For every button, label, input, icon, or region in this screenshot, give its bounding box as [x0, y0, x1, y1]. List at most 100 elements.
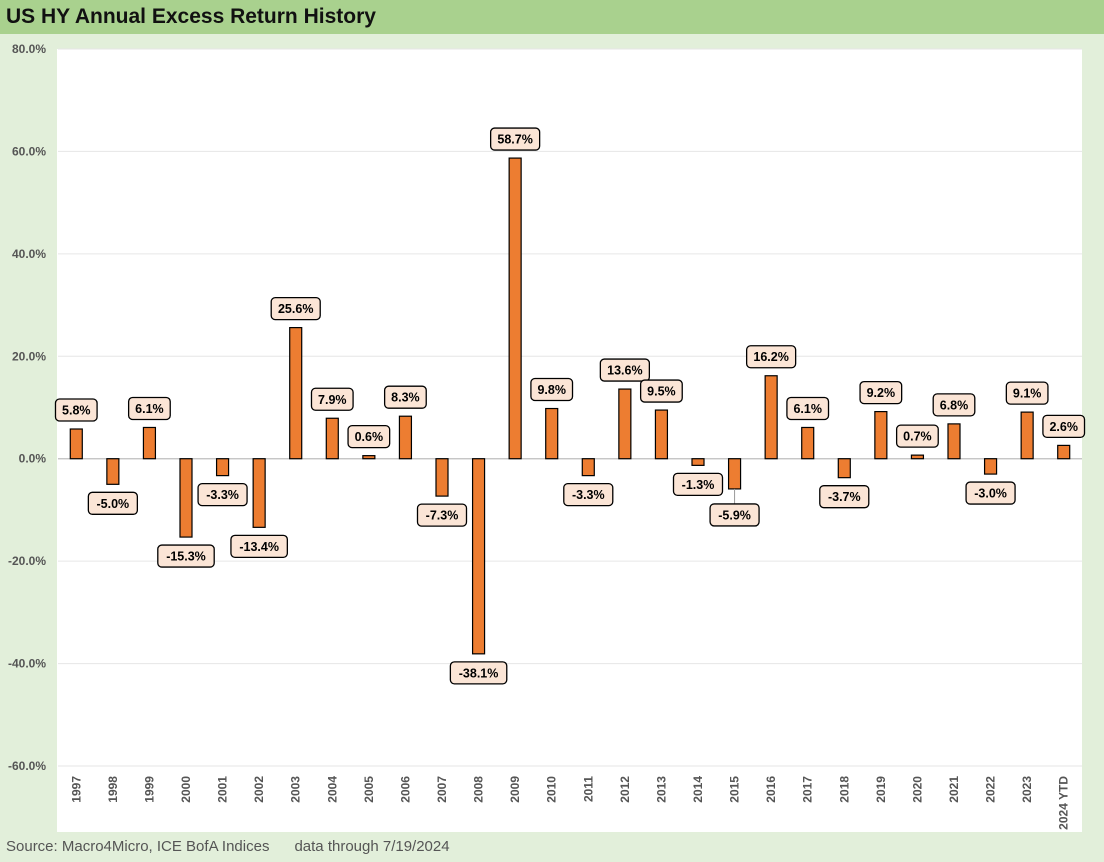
x-tick-label: 2000	[179, 776, 193, 803]
y-tick-label: -40.0%	[8, 657, 46, 671]
data-label: 9.8%	[537, 383, 566, 397]
bar	[545, 407, 559, 460]
y-tick-label: -20.0%	[8, 554, 46, 568]
x-tick-label: 2012	[618, 776, 632, 803]
y-tick-label: 0.0%	[19, 452, 47, 466]
bar	[1057, 444, 1071, 460]
data-label-box	[197, 482, 248, 507]
y-axis: -60.0% -40.0% -20.0% 0.0% 20.0% 40.0% 60.0% 80.…	[8, 42, 46, 773]
data-label-box	[1005, 381, 1049, 405]
bar	[691, 458, 705, 466]
bar	[1020, 411, 1034, 460]
data-label-box	[745, 345, 797, 369]
data-label-box	[859, 380, 903, 405]
data-label: 8.3%	[391, 391, 420, 405]
bar	[983, 458, 998, 475]
data-label-box	[416, 503, 468, 527]
x-tick-label: 2007	[435, 776, 449, 803]
bar	[106, 458, 120, 485]
x-tick-label: 2008	[472, 776, 486, 803]
x-tick-label: 2023	[1020, 776, 1034, 803]
data-label: 5.8%	[62, 404, 91, 418]
data-label-box	[489, 127, 541, 151]
bar	[215, 458, 230, 477]
chart-title: US HY Annual Excess Return History	[6, 5, 376, 28]
x-tick-label: 2011	[581, 776, 595, 802]
x-tick-label: 1998	[106, 776, 120, 803]
x-tick-label: 1999	[142, 776, 156, 803]
y-tick-label: 60.0%	[12, 144, 46, 158]
bar	[801, 426, 815, 460]
data-label-box	[599, 358, 651, 382]
bar	[142, 426, 157, 460]
bar	[581, 458, 595, 477]
source-text: Source: Macro4Micro, ICE BofA Indices	[6, 838, 270, 855]
data-label-box	[383, 385, 427, 409]
data-label: 58.7%	[497, 133, 532, 147]
data-labels: 5.8% -5.0% 6.1% -15.3% -3.3% -13.4% 25.6% 7.9% 0…	[54, 127, 1086, 685]
data-label: 2.6%	[1049, 420, 1078, 434]
bar	[764, 375, 778, 460]
title-bar: US HY Annual Excess Return History	[0, 0, 1104, 34]
x-tick-label: 2022	[984, 776, 998, 803]
y-tick-label: -60.0%	[8, 759, 46, 773]
bar	[874, 410, 888, 460]
data-label-box	[449, 661, 508, 685]
bar	[435, 458, 449, 497]
x-tick-label: 2019	[874, 776, 888, 803]
data-label: -5.9%	[718, 508, 751, 522]
data-label: 7.9%	[318, 393, 347, 407]
bar	[837, 458, 851, 479]
data-label: 25.6%	[278, 302, 313, 316]
bar	[654, 409, 669, 460]
data-label: -7.3%	[426, 509, 459, 523]
data-label: -5.0%	[97, 497, 130, 511]
x-tick-label: 2002	[252, 776, 266, 803]
source-note: Source: Macro4Micro, ICE BofA Indices da…	[6, 838, 450, 855]
bar	[471, 458, 486, 655]
x-tick-label: 2021	[947, 776, 961, 803]
data-label: -3.3%	[206, 488, 239, 502]
data-label-box	[530, 377, 574, 402]
x-tick-label: 2017	[801, 776, 815, 803]
y-tick-label: 80.0%	[12, 42, 46, 56]
data-label-box	[1042, 414, 1086, 439]
data-through-text: data through 7/19/2024	[294, 838, 450, 855]
x-tick-label: 2010	[545, 776, 559, 803]
bars	[69, 157, 1071, 655]
x-tick-label: 2001	[216, 776, 230, 803]
x-tick-label: 2014	[691, 776, 705, 803]
data-label-box	[230, 534, 288, 558]
data-label: 9.5%	[647, 385, 676, 399]
x-tick-label: 2005	[362, 776, 376, 803]
data-label: 0.7%	[903, 430, 932, 444]
x-axis: 1997 1998 1999 2000 2001 2002 2003 2004 2005 2006…	[69, 776, 1070, 830]
y-tick-label: 40.0%	[12, 247, 46, 261]
data-label-box	[965, 481, 1016, 505]
data-label: 13.6%	[607, 364, 642, 378]
data-label-box	[310, 387, 354, 411]
data-label: -3.0%	[974, 487, 1007, 501]
data-label: -15.3%	[166, 550, 206, 564]
data-label-box	[786, 396, 830, 421]
x-tick-label: 2003	[289, 776, 303, 803]
bar	[910, 454, 925, 460]
data-label-box	[709, 503, 760, 527]
data-label-box	[54, 398, 98, 422]
x-tick-label: 1997	[69, 776, 83, 803]
data-label-box	[347, 424, 391, 449]
bar	[618, 388, 632, 460]
data-label-box	[639, 379, 683, 403]
data-label: 9.1%	[1013, 387, 1042, 401]
data-label-box	[672, 472, 724, 497]
data-label: 6.1%	[793, 402, 822, 416]
x-tick-label: 2016	[764, 776, 778, 803]
data-label-box	[895, 424, 939, 448]
data-label: -1.3%	[682, 478, 715, 492]
bar	[508, 157, 522, 460]
x-tick-label: 2004	[325, 776, 339, 803]
data-label-box	[87, 491, 139, 515]
data-label-box	[819, 485, 870, 509]
data-label-box	[157, 544, 215, 568]
